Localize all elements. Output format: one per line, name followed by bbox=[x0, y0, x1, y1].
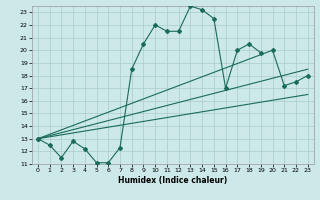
X-axis label: Humidex (Indice chaleur): Humidex (Indice chaleur) bbox=[118, 176, 228, 185]
